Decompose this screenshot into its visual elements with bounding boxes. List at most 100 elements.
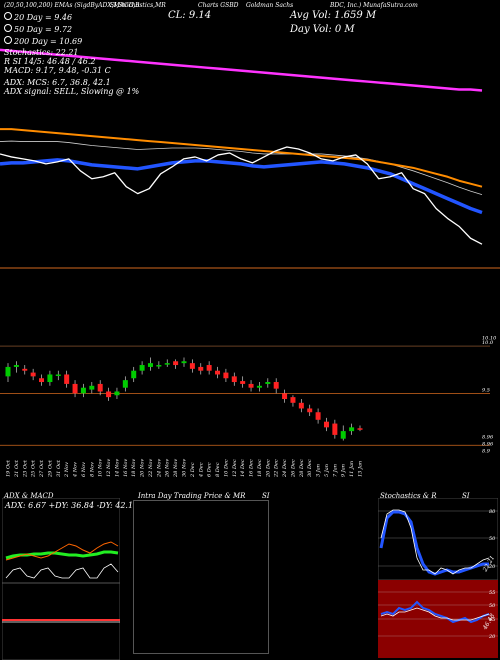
stoch-d-line xyxy=(380,509,490,575)
intraday-panel xyxy=(133,500,269,654)
candle-body xyxy=(240,381,246,384)
stochastic-settings: SI,Stochastics,MR xyxy=(110,2,166,9)
date-label: 12 Nov xyxy=(106,459,112,477)
candle-body xyxy=(256,385,262,388)
ema20-swatch xyxy=(4,12,12,20)
rsi-label-0: 55 xyxy=(489,590,495,596)
day-volume: Day Vol: 0 M xyxy=(290,24,355,35)
ema-price-chart xyxy=(0,48,500,269)
candle-body xyxy=(307,408,313,413)
company-name: Goldman Sachs xyxy=(246,2,294,9)
date-label: 14 Dec xyxy=(240,459,246,477)
date-label: 28 Dec xyxy=(299,459,305,478)
candle-body xyxy=(265,382,271,384)
rsi-value: R SI 14/5: 46.48 / 46.2 xyxy=(4,57,96,66)
adx-orange-line xyxy=(5,541,119,561)
candle-body xyxy=(47,374,53,383)
intraday-panel-si: SI xyxy=(262,492,270,500)
candle-body xyxy=(139,365,145,371)
candle-body xyxy=(64,374,70,384)
date-label: 4 Nov xyxy=(73,462,79,478)
date-label: 27 Oct xyxy=(39,459,45,478)
date-label: 2 Dec xyxy=(190,462,196,478)
candle-body xyxy=(215,370,221,375)
legend-ema20: 20 Day = 9.46 xyxy=(4,12,72,23)
date-label: 23 Oct xyxy=(22,459,28,478)
candle-body xyxy=(231,376,237,383)
date-label: 10 Nov xyxy=(98,459,104,477)
rsi-label-1: 50 xyxy=(489,603,496,609)
stoch-label-0: 80 xyxy=(489,509,496,515)
date-label: 12 Dec xyxy=(232,459,238,477)
candle-body xyxy=(298,402,304,409)
candle-body xyxy=(55,374,61,376)
candle-body xyxy=(5,366,11,377)
price-label-1: 10.0 xyxy=(482,340,494,346)
candle-body xyxy=(164,363,170,365)
date-label: 24 Dec xyxy=(282,459,288,478)
date-label: 22 Nov xyxy=(148,459,154,478)
candle-body xyxy=(30,372,36,377)
adx-macd-panel xyxy=(2,498,120,660)
date-label: 19 Oct xyxy=(6,459,12,477)
candle-body xyxy=(97,383,103,392)
candle-body xyxy=(13,365,19,367)
stoch-label-1: 50 xyxy=(489,536,496,542)
series-50-day xyxy=(0,128,483,188)
adx-white-line xyxy=(5,563,119,579)
rsi-white-line xyxy=(380,607,490,621)
candle-body xyxy=(122,380,128,388)
adx-value: ADX: MCS: 6.7, 36.8, 42.1 xyxy=(4,78,111,87)
date-label: 6 Nov xyxy=(81,462,87,477)
chart-label: Charts GSBD xyxy=(198,2,239,9)
candle-body xyxy=(39,378,45,383)
stochastics-value: Stochastics: 22.21 xyxy=(4,48,79,57)
candle-body xyxy=(181,361,187,364)
date-label: 9 Jan xyxy=(341,464,347,477)
date-label: 30 Dec xyxy=(307,459,313,477)
date-label: 16 Nov xyxy=(123,459,129,477)
date-label: 21 Oct xyxy=(14,459,20,478)
candle-body xyxy=(114,391,120,396)
avg-volume: Avg Vol: 1.659 M xyxy=(290,10,377,21)
date-label: 24 Nov xyxy=(156,459,162,478)
date-label: 18 Dec xyxy=(257,459,263,477)
price-label-5: 8.9 xyxy=(482,448,491,454)
close-price: CL: 9.14 xyxy=(168,10,212,21)
date-label: 31 Oct xyxy=(56,459,62,477)
candle-body xyxy=(80,387,86,394)
series-price xyxy=(0,146,483,245)
date-label: 16 Dec xyxy=(249,459,255,477)
candle-body xyxy=(156,365,162,367)
stoch-panel-si: SI xyxy=(462,492,470,500)
date-label: 22 Dec xyxy=(274,459,280,478)
stoch-label-2: 20 xyxy=(488,564,496,570)
adx-signal: ADX signal: SELL, Slowing @ 1% xyxy=(4,87,140,96)
legend-ema50: 50 Day = 9.72 xyxy=(4,24,72,35)
date-label: 20 Nov xyxy=(140,459,146,478)
candle-body xyxy=(340,431,346,439)
adx-panel-title: ADX & MACD xyxy=(4,492,54,500)
date-label: 3 Jan xyxy=(316,464,322,477)
ema200-text: 200 Day = 10.69 xyxy=(14,37,83,46)
candle-body xyxy=(72,383,78,394)
date-label: 7 Jan xyxy=(332,464,338,477)
legend-ema200: 200 Day = 10.69 xyxy=(4,36,82,47)
candle-body xyxy=(223,372,229,379)
date-label: 13 Jan xyxy=(358,461,364,477)
candle-body xyxy=(332,423,338,435)
series-200-day xyxy=(0,48,483,92)
date-label: 11 Jan xyxy=(349,461,355,477)
rsi-blue-line xyxy=(380,600,490,624)
candle-body xyxy=(206,365,212,371)
candle-body xyxy=(89,385,95,390)
candle-body xyxy=(273,382,279,389)
ema50-swatch xyxy=(4,24,12,32)
date-label: 26 Nov xyxy=(165,459,171,478)
date-label: 29 Oct xyxy=(47,459,53,478)
rsi-label-3: 20 xyxy=(488,634,496,640)
rsi-label-2: 45 xyxy=(488,617,495,623)
candle-body xyxy=(315,412,321,420)
candle-body xyxy=(106,391,112,398)
